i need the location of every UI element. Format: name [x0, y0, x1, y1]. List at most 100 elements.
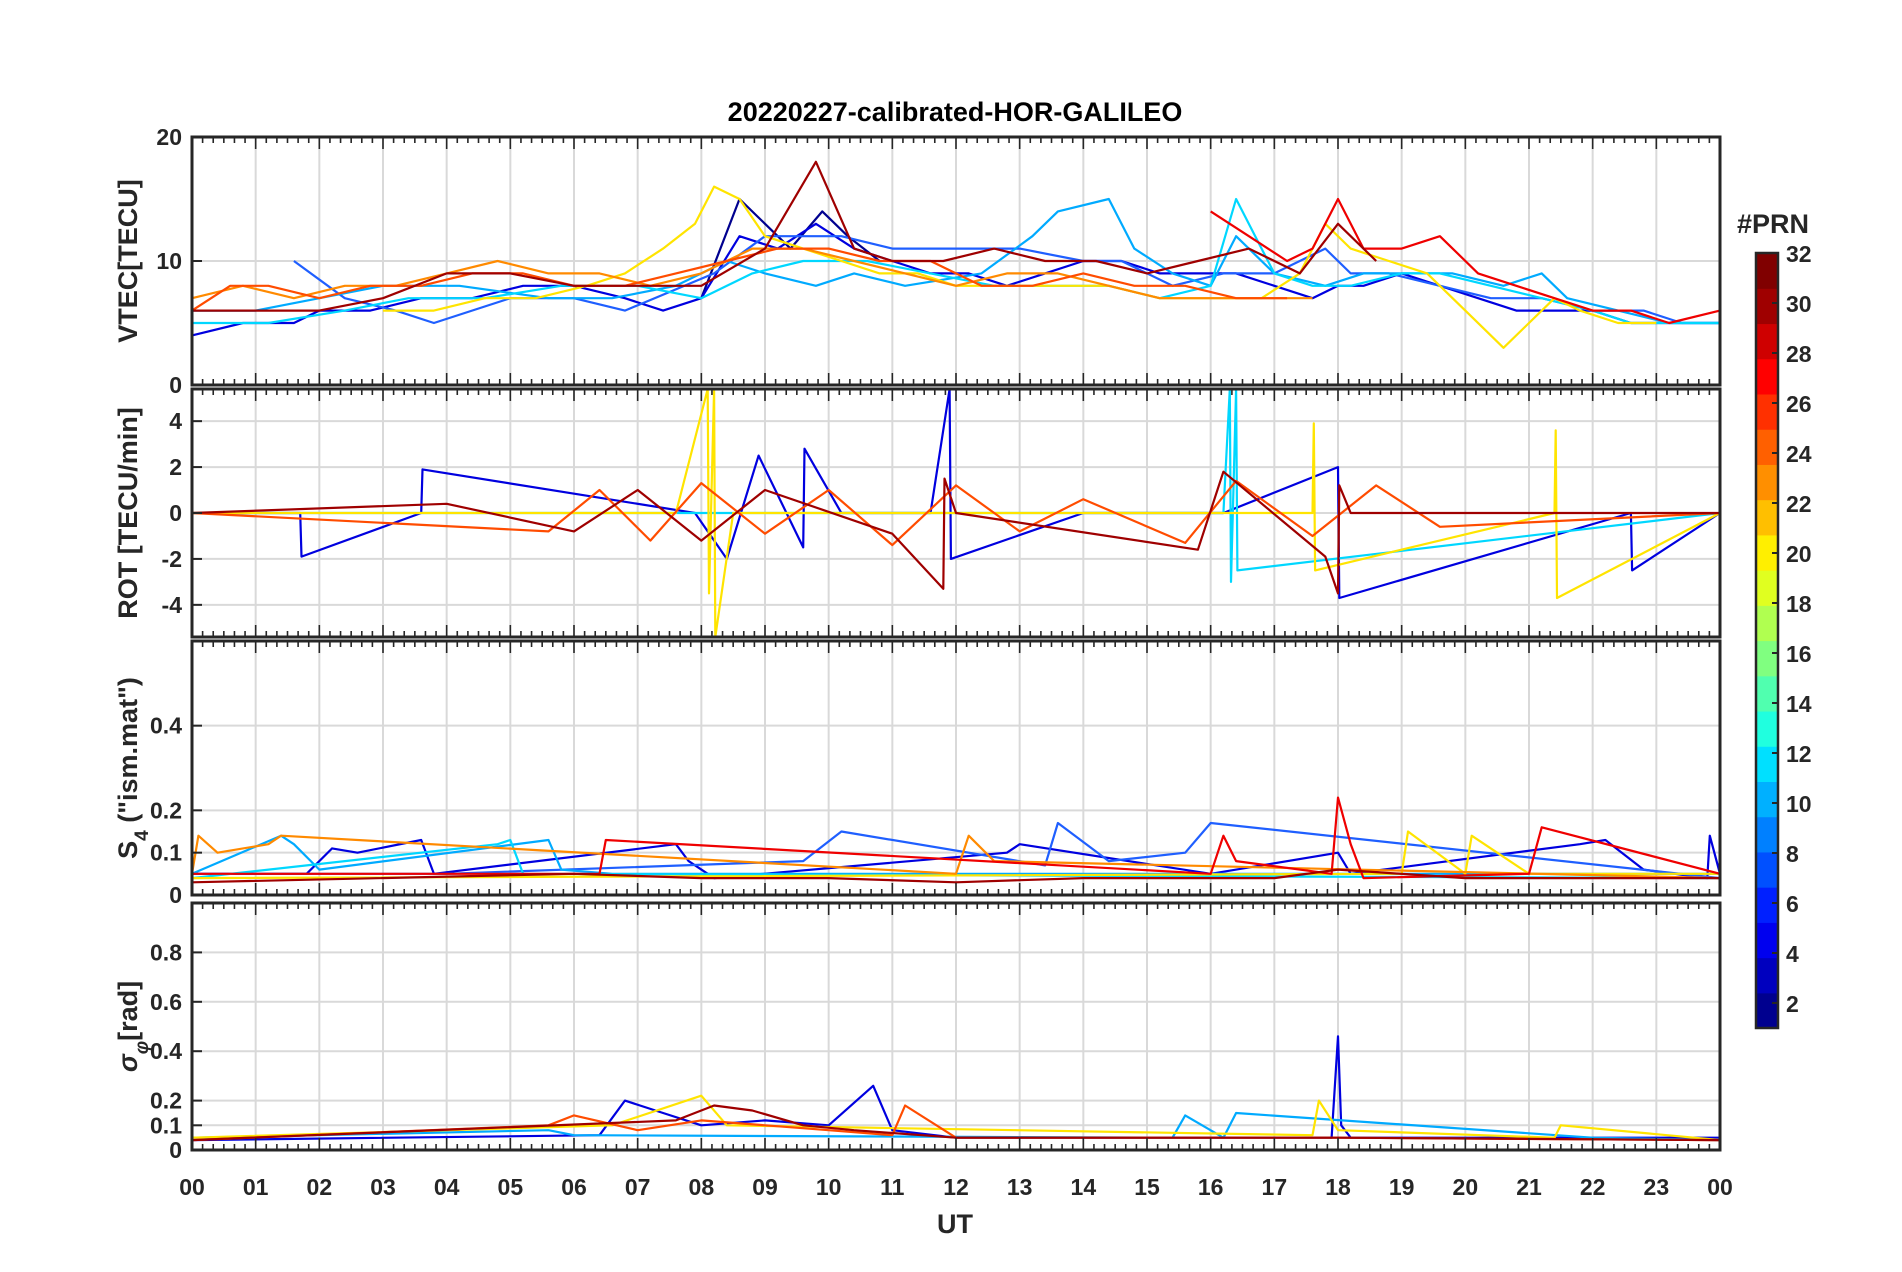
colorbar-frame	[1754, 251, 1780, 1030]
colorbar-segment	[1756, 393, 1778, 430]
colorbar-tick-label: 22	[1786, 491, 1812, 517]
x-tick-label: 15	[1134, 1174, 1160, 1200]
x-tick-label: 23	[1644, 1174, 1670, 1200]
x-tick-label: 12	[943, 1174, 969, 1200]
series-prn-4	[192, 834, 1722, 880]
y-axis-label-sigma: σφ[rad]	[113, 981, 153, 1072]
colorbar-tick-label: 24	[1786, 441, 1812, 467]
colorbar-tick-label: 6	[1786, 891, 1799, 917]
x-tick-label: 20	[1453, 1174, 1479, 1200]
series-prn-20	[191, 1094, 1721, 1142]
panel-vtec: 0 10 20 VTEC[TECU]	[113, 124, 1722, 398]
x-tick-label: 14	[1071, 1174, 1097, 1200]
colorbar-segment	[1756, 640, 1778, 677]
colorbar-segment	[1756, 675, 1778, 712]
panel-s4: 0 0.1 0.2 0.4S4 ("ism.mat")	[113, 639, 1722, 908]
x-tick-label: 09	[752, 1174, 778, 1200]
colorbar-tick-label: 4	[1786, 941, 1799, 967]
y-tick-label: 0.4	[150, 1038, 182, 1064]
series-prn-28	[192, 796, 1721, 880]
figure-title: 20220227-calibrated-HOR-GALILEO	[728, 97, 1183, 127]
series-prn-11	[191, 1111, 1721, 1142]
colorbar-segment	[1756, 992, 1778, 1029]
x-tick-label: 22	[1580, 1174, 1606, 1200]
colorbar-segment	[1756, 851, 1778, 888]
x-tick-label: 06	[561, 1174, 587, 1200]
series-prn-11	[192, 197, 1720, 325]
y-tick-label: 20	[156, 124, 182, 150]
colorbar-tick-label: 32	[1786, 241, 1812, 267]
series-prn-31	[191, 868, 1720, 884]
series-prn-26	[191, 479, 1721, 547]
series-prn-24	[190, 834, 1721, 880]
panel-rot: -4 -2 0 2 4 ROT [TECU/min]	[113, 387, 1722, 639]
x-axis: 00 01 02 03 04 05 06 07 08 09 10 11 12 13 14 15 16 17 18 19…	[179, 1174, 1733, 1200]
colorbar-tick-label: 12	[1786, 741, 1812, 767]
y-tick-label: 0	[169, 372, 182, 398]
colorbar-segment	[1756, 288, 1778, 325]
colorbar-segment	[1756, 957, 1778, 994]
colorbar-segment	[1756, 253, 1778, 289]
colorbar-segment	[1756, 605, 1778, 642]
x-tick-label: 03	[370, 1174, 396, 1200]
y-tick-label: 2	[169, 454, 182, 480]
colorbar-tick-label: 20	[1786, 541, 1812, 567]
series-prn-31	[191, 470, 1720, 595]
y-tick-label: 0.8	[150, 939, 182, 965]
x-tick-label: 05	[498, 1174, 524, 1200]
plot-frame	[190, 901, 1722, 1152]
colorbar-tick-label: 8	[1786, 841, 1799, 867]
x-tick-label: 16	[1198, 1174, 1224, 1200]
colorbar-segment	[1756, 464, 1778, 501]
colorbar-segment	[1756, 816, 1778, 853]
colorbar-segment	[1756, 922, 1778, 959]
series-prn-20	[192, 387, 1721, 639]
colorbar-tick-label: 30	[1786, 291, 1812, 317]
colorbar-segment	[1756, 746, 1778, 783]
y-axis-label-rot: ROT [TECU/min]	[113, 407, 143, 618]
colorbar-segment	[1756, 887, 1778, 923]
colorbar-segment	[1756, 499, 1778, 536]
colorbar-segment	[1756, 570, 1778, 606]
x-tick-label: 21	[1516, 1174, 1542, 1200]
colorbar-tick-label: 16	[1786, 641, 1812, 667]
x-tick-label: 00	[179, 1174, 205, 1200]
colorbar-tick-label: 26	[1786, 391, 1812, 417]
y-tick-label: 0.6	[150, 989, 182, 1015]
y-tick-label: 0.2	[150, 797, 182, 823]
series-prn-31	[191, 1104, 1721, 1142]
y-tick-label: 0	[169, 882, 182, 908]
colorbar-segment	[1756, 429, 1778, 465]
colorbar-tick-label: 14	[1786, 691, 1812, 717]
series-prn-26	[191, 247, 1288, 312]
x-tick-label: 00	[1707, 1174, 1733, 1200]
y-tick-label: 0.1	[150, 840, 182, 866]
colorbar-tick-label: 18	[1786, 591, 1812, 617]
x-axis-label: UT	[937, 1209, 973, 1239]
y-tick-label: 0	[169, 1137, 182, 1163]
y-axis-label-vtec: VTEC[TECU]	[113, 179, 143, 343]
x-tick-label: 19	[1389, 1174, 1415, 1200]
x-tick-label: 02	[307, 1174, 333, 1200]
x-tick-label: 07	[625, 1174, 651, 1200]
colorbar-label: #PRN	[1737, 209, 1809, 239]
colorbar-segment	[1756, 358, 1778, 395]
x-tick-label: 04	[434, 1174, 460, 1200]
colorbar-tick-label: 2	[1786, 991, 1799, 1017]
colorbar-tick-label: 10	[1786, 791, 1812, 817]
y-tick-label: 0.4	[150, 713, 182, 739]
colorbar-segment	[1756, 781, 1778, 818]
y-tick-label: -2	[162, 546, 182, 572]
series-prn-31	[192, 160, 1377, 312]
x-tick-label: 01	[243, 1174, 269, 1200]
panel-sigma: 00.10.2 0.4 0.6 0.8 σφ[rad]	[113, 901, 1722, 1163]
series-prn-28	[1210, 197, 1721, 325]
colorbar-tick-label: 28	[1786, 341, 1812, 367]
y-axis-label-s4: S4 ("ism.mat")	[113, 677, 153, 859]
x-tick-label: 17	[1262, 1174, 1288, 1200]
y-tick-label: 10	[156, 248, 182, 274]
plot-frame	[190, 639, 1722, 897]
x-tick-label: 18	[1325, 1174, 1351, 1200]
